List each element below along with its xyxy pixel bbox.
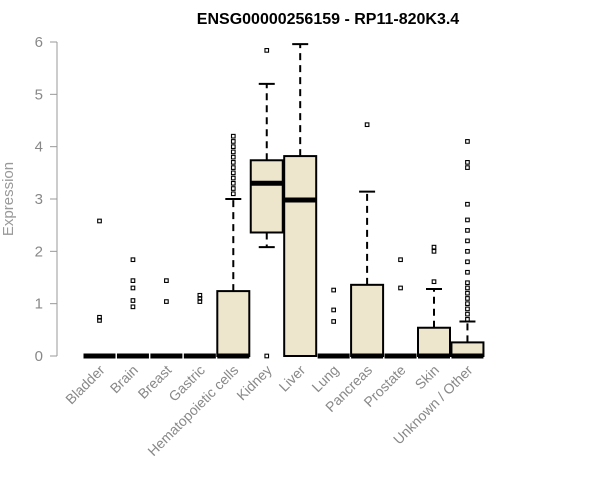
outlier-point <box>465 306 470 312</box>
x-tick-label: Bladder <box>62 362 108 408</box>
box-rect <box>417 326 451 357</box>
box-9 <box>384 257 417 359</box>
y-tick-label: 3 <box>35 191 43 208</box>
outlier-point <box>130 285 136 291</box>
outlier-point <box>130 278 136 283</box>
outlier-point <box>465 201 470 207</box>
boxes-group <box>83 43 485 359</box>
box-rect <box>350 283 385 357</box>
outlier-point <box>465 296 470 301</box>
y-tick-label: 1 <box>35 296 43 313</box>
outlier-point <box>230 175 236 181</box>
y-tick-label: 0 <box>35 348 43 365</box>
outlier-point <box>465 269 470 275</box>
outlier-point <box>130 298 136 303</box>
outlier-point <box>230 139 236 144</box>
outlier-point <box>431 279 437 285</box>
y-tick-label: 5 <box>35 86 43 103</box>
outlier-point <box>230 149 236 155</box>
outlier-point <box>197 292 203 298</box>
outlier-point <box>230 160 236 165</box>
outlier-point <box>465 311 470 317</box>
x-tick-label: Liver <box>276 362 309 395</box>
outlier-point <box>164 299 169 304</box>
outlier-point <box>230 154 236 160</box>
x-tick-label: Kidney <box>233 362 275 404</box>
outlier-point <box>97 314 102 320</box>
outlier-point <box>230 133 236 139</box>
box-6 <box>283 43 318 357</box>
outlier-point <box>264 48 270 53</box>
box-2 <box>150 278 183 359</box>
outlier-point <box>230 165 236 170</box>
outlier-point <box>164 278 169 283</box>
outlier-point <box>465 290 470 296</box>
outlier-point <box>465 160 470 165</box>
box-8 <box>350 122 385 359</box>
y-tick-label: 6 <box>35 34 43 51</box>
outlier-point <box>331 319 337 324</box>
box-1 <box>116 257 149 359</box>
box-rect <box>216 290 251 357</box>
outlier-point <box>97 218 102 224</box>
outlier-point <box>465 280 470 286</box>
outlier-point <box>230 144 236 150</box>
outlier-point <box>465 317 470 322</box>
y-axis-label: Expression <box>0 162 17 236</box>
outlier-point <box>465 301 470 307</box>
outlier-point <box>230 191 236 197</box>
outlier-point <box>465 259 470 265</box>
y-axis: 0 1 2 3 4 5 6 <box>35 34 58 365</box>
outlier-point <box>465 165 470 170</box>
outlier-point <box>398 257 403 263</box>
outlier-point <box>264 353 270 359</box>
outlier-point <box>431 248 437 254</box>
box-10 <box>417 244 451 359</box>
box-5 <box>249 48 284 359</box>
outlier-point <box>331 287 337 293</box>
outlier-point <box>398 285 403 291</box>
outlier-point <box>364 122 370 128</box>
outlier-point <box>431 244 437 250</box>
box-11 <box>450 139 485 359</box>
box-rect <box>249 159 284 234</box>
outlier-point <box>130 304 136 310</box>
outlier-point <box>465 238 470 244</box>
y-tick-label: 4 <box>35 139 43 156</box>
y-tick-label: 2 <box>35 243 43 260</box>
outlier-point <box>331 307 337 313</box>
box-0 <box>83 218 116 359</box>
box-7 <box>317 287 350 359</box>
outlier-point <box>465 217 470 223</box>
outlier-point <box>130 257 136 263</box>
box-rect <box>283 155 318 357</box>
outlier-point <box>465 285 470 291</box>
outlier-point <box>230 186 236 191</box>
outlier-point <box>465 228 470 233</box>
outlier-point <box>465 248 470 254</box>
outlier-point <box>465 139 470 144</box>
box-4 <box>216 133 251 359</box>
outlier-point <box>230 170 236 176</box>
outlier-point <box>230 180 236 186</box>
chart-title: ENSG00000256159 - RP11-820K3.4 <box>197 11 460 28</box>
box-3 <box>183 292 216 359</box>
